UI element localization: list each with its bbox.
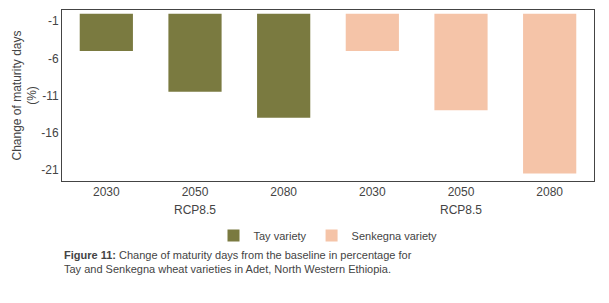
- svg-text:Change of maturity days(%): Change of maturity days(%): [10, 30, 40, 160]
- svg-text:RCP8.5: RCP8.5: [174, 203, 216, 217]
- svg-text:-6: -6: [48, 52, 59, 66]
- svg-text:Tay variety: Tay variety: [254, 230, 307, 242]
- svg-text:-11: -11: [42, 89, 59, 103]
- svg-text:RCP8.5: RCP8.5: [440, 203, 482, 217]
- svg-text:2080: 2080: [536, 185, 563, 199]
- svg-text:2050: 2050: [182, 185, 209, 199]
- svg-text:Senkegna variety: Senkegna variety: [352, 230, 437, 242]
- svg-text:2030: 2030: [93, 185, 120, 199]
- svg-text:-21: -21: [41, 163, 59, 177]
- svg-text:-1: -1: [48, 14, 59, 28]
- svg-text:-16: -16: [41, 126, 59, 140]
- svg-text:2050: 2050: [448, 185, 475, 199]
- svg-text:2030: 2030: [359, 185, 386, 199]
- svg-text:Figure 11: Change of maturity: Figure 11: Change of maturity days from …: [64, 249, 412, 275]
- svg-text:2080: 2080: [270, 185, 297, 199]
